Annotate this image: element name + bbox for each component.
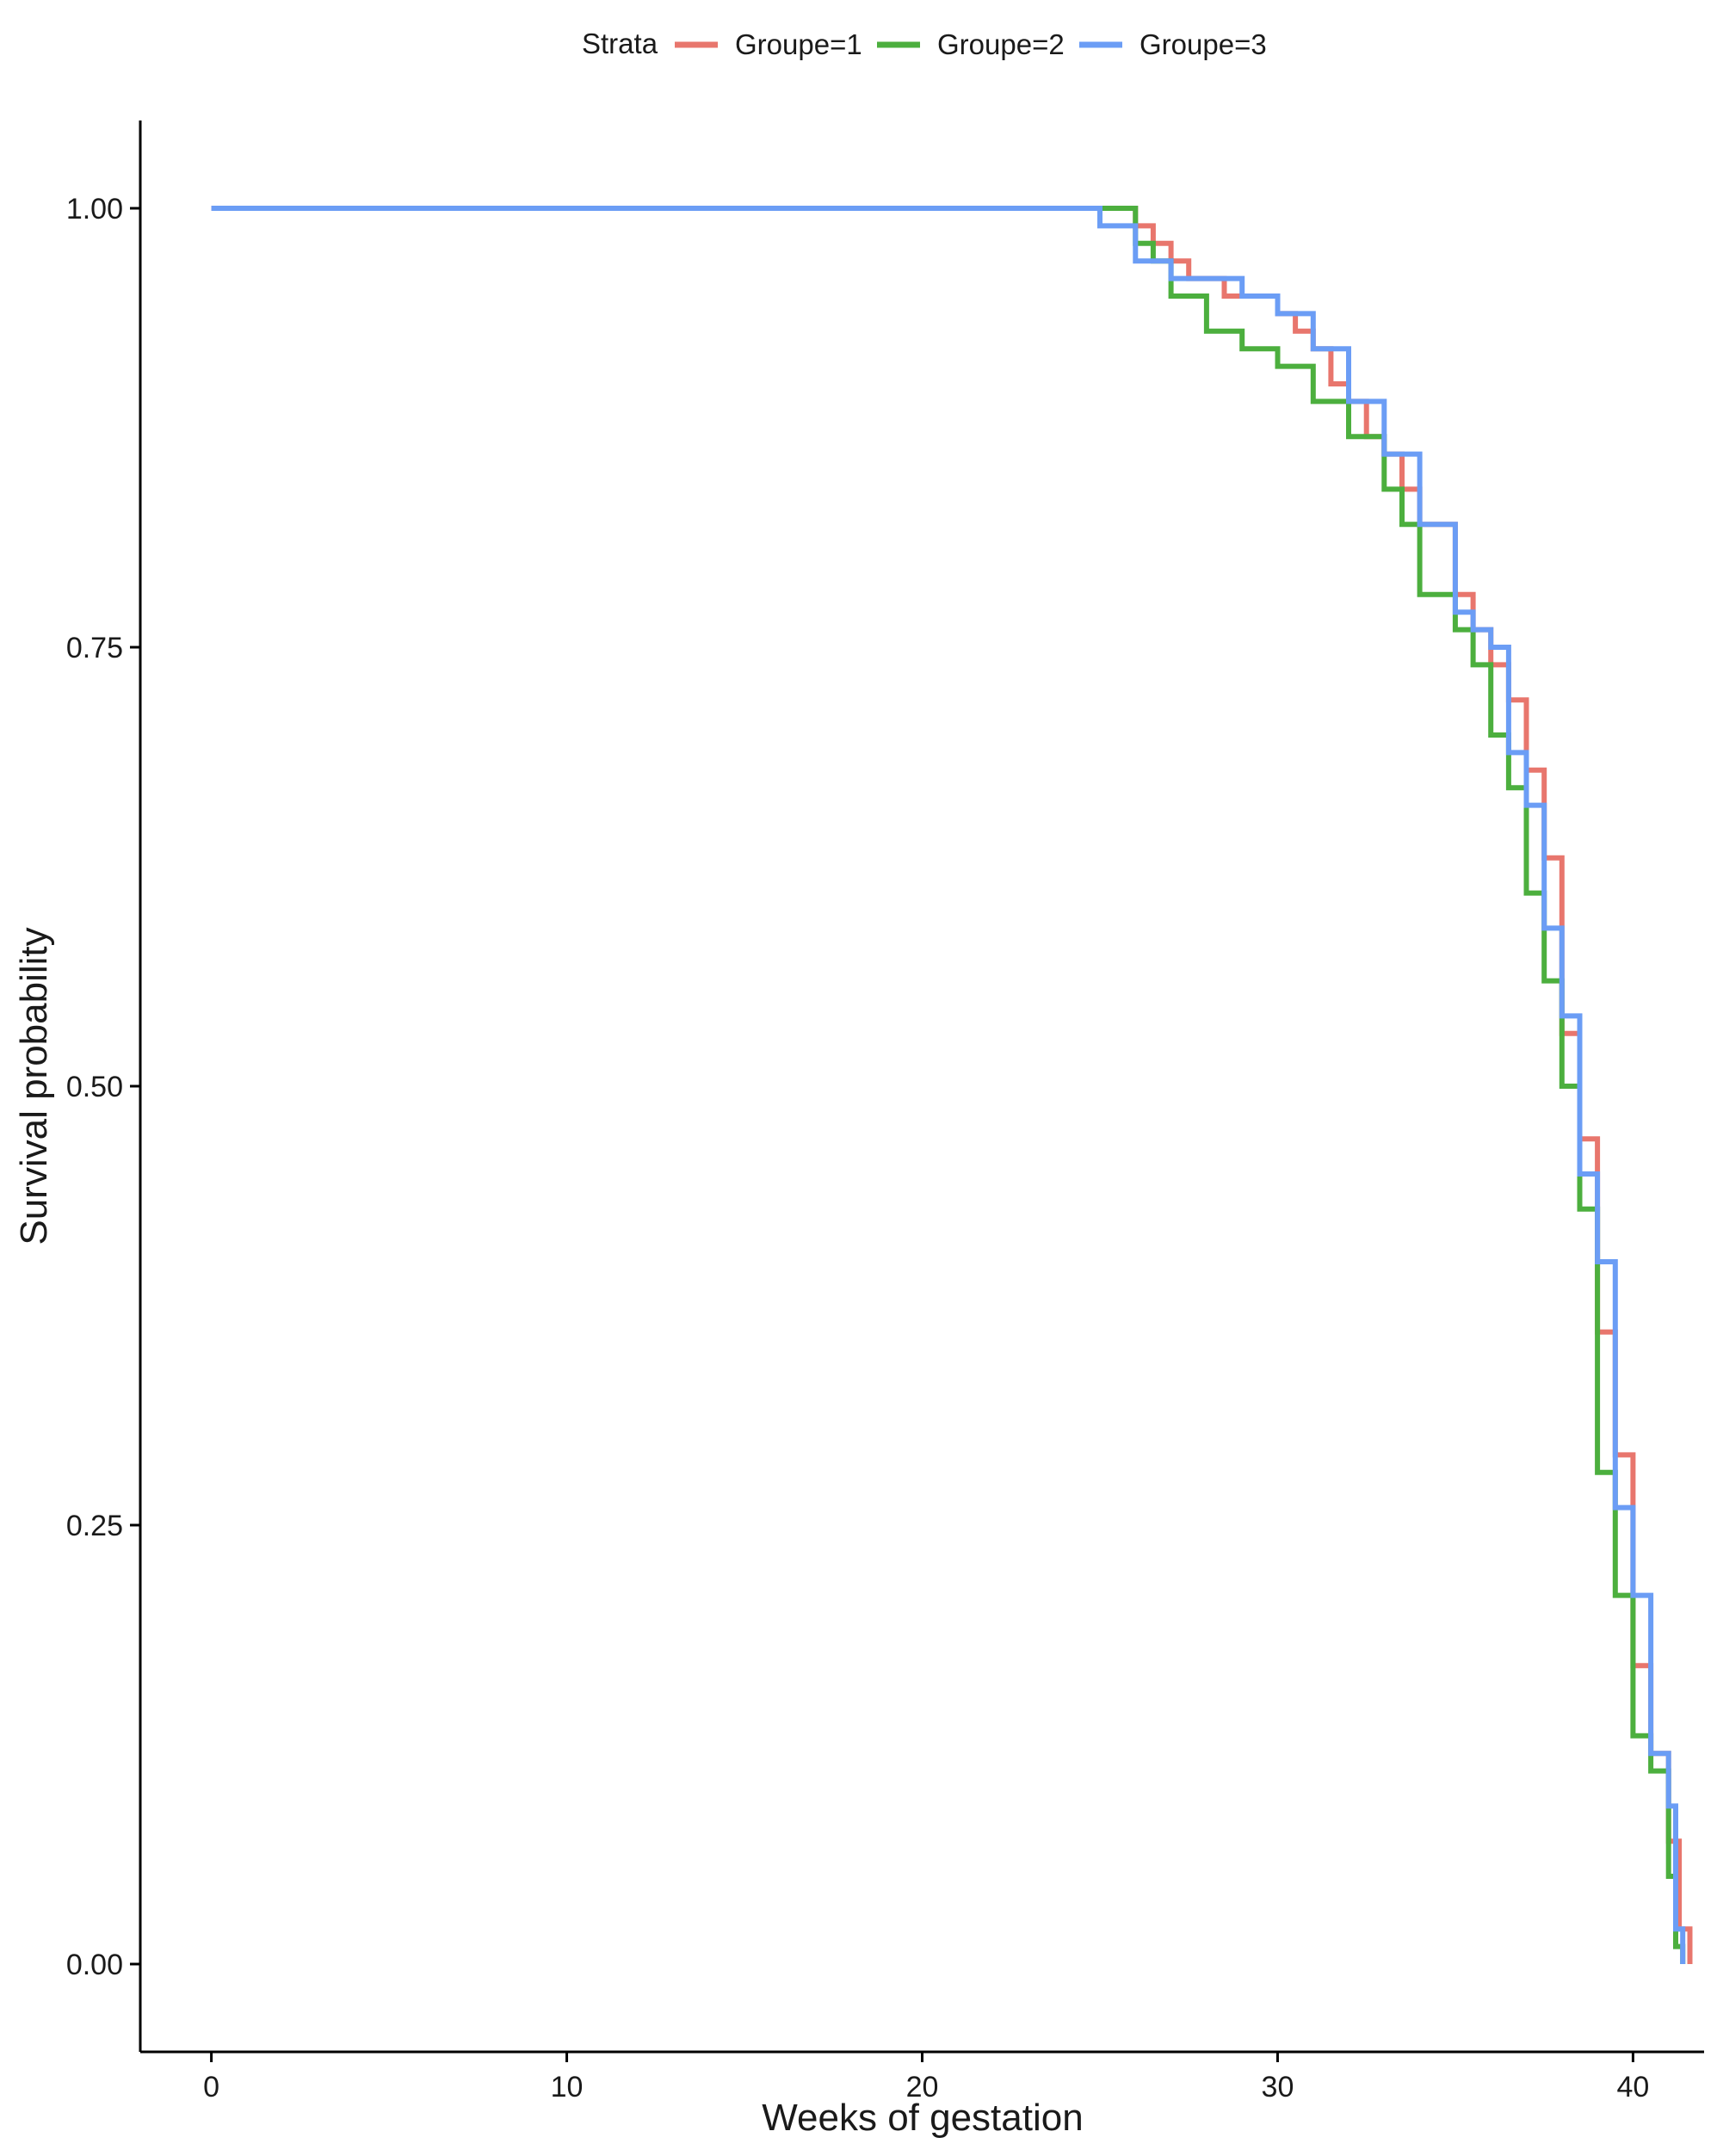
x-tick-label: 0 — [203, 2071, 219, 2103]
y-ticks: 0.00 0.25 0.50 0.75 1.00 — [66, 193, 140, 1981]
series-layer — [211, 206, 1693, 1964]
legend-label-groupe-2: Groupe=2 — [937, 28, 1065, 60]
axes-layer: 0.00 0.25 0.50 0.75 1.00 0 10 20 30 40 — [66, 120, 1704, 2103]
series-line-groupe-1 — [211, 206, 1693, 1964]
series-line-groupe-3 — [211, 206, 1686, 1964]
x-tick-label: 20 — [906, 2071, 939, 2103]
x-tick-label: 10 — [551, 2071, 584, 2103]
y-tick-label: 1.00 — [66, 193, 123, 225]
y-tick-label: 0.50 — [66, 1071, 123, 1103]
y-tick-label: 0.25 — [66, 1510, 123, 1542]
legend-item-groupe-2: Groupe=2 — [877, 28, 1065, 60]
x-ticks: 0 10 20 30 40 — [203, 2052, 1649, 2103]
legend-label-groupe-3: Groupe=3 — [1140, 28, 1267, 60]
legend-title: Strata — [582, 28, 658, 59]
legend-label-groupe-1: Groupe=1 — [735, 28, 862, 60]
legend-item-groupe-1: Groupe=1 — [675, 28, 862, 60]
x-tick-label: 30 — [1262, 2071, 1294, 2103]
y-tick-label: 0.00 — [66, 1949, 123, 1981]
y-tick-label: 0.75 — [66, 632, 123, 664]
series-line-groupe-2 — [1064, 206, 1686, 1964]
legend: Strata Groupe=1 Groupe=2 Groupe=3 — [582, 28, 1267, 60]
x-tick-label: 40 — [1616, 2071, 1649, 2103]
x-axis-title: Weeks of gestation — [762, 2097, 1083, 2139]
legend-item-groupe-3: Groupe=3 — [1079, 28, 1267, 60]
y-axis-title: Survival probability — [13, 927, 55, 1245]
